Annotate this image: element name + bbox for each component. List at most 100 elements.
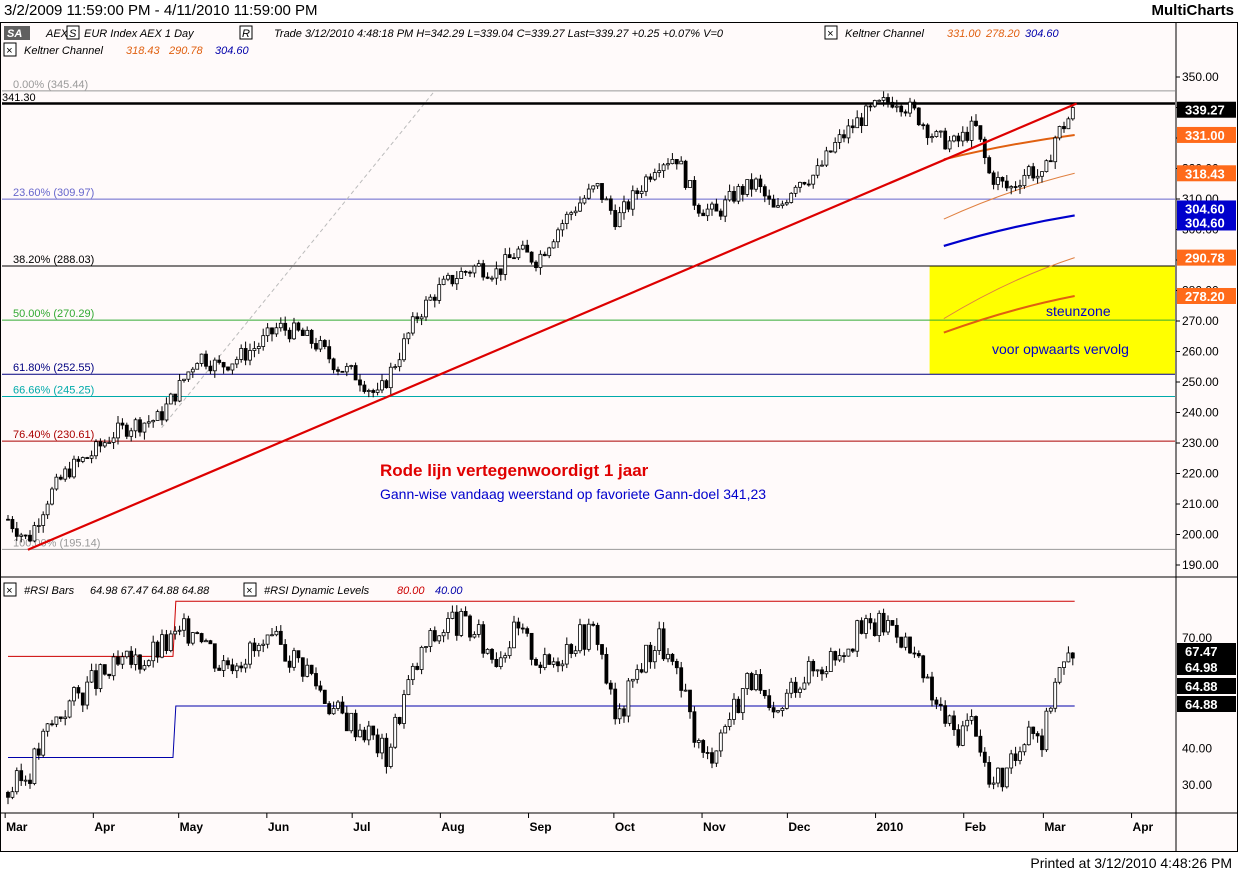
candle-body	[648, 176, 653, 180]
rsi-bar-body	[767, 695, 772, 709]
candle-body	[644, 176, 648, 192]
rsi-bar-body	[727, 719, 732, 727]
candle-body	[1026, 166, 1031, 176]
month-label: Nov	[703, 820, 726, 834]
title-bar: 3/2/2009 11:59:00 PM - 4/11/2010 11:59:0…	[0, 0, 1240, 22]
candle-body	[652, 172, 657, 180]
rsi-bar-body	[424, 646, 428, 648]
date-range: 3/2/2009 11:59:00 PM - 4/11/2010 11:59:0…	[4, 2, 318, 19]
candle-body	[212, 359, 217, 372]
rsi-bar-body	[793, 681, 798, 693]
rsi-bar-body	[344, 712, 349, 732]
candle-body	[195, 363, 200, 370]
candle-body	[622, 201, 626, 214]
rsi-bar-body	[710, 752, 714, 764]
s-button[interactable]	[66, 25, 80, 40]
rsi-bar-body	[80, 692, 85, 706]
candle-body	[204, 353, 208, 367]
rsi-bar-body	[1044, 710, 1049, 751]
rsi-bar-body	[322, 689, 327, 704]
month-label: Mar	[1044, 820, 1066, 834]
candle-body	[1040, 171, 1044, 177]
keltner2-name: Keltner Channel	[24, 45, 103, 57]
candle-body	[745, 179, 750, 195]
rsi-label-box	[1177, 678, 1236, 694]
rsi-bar-body	[688, 689, 692, 713]
candle-body	[815, 165, 820, 176]
rsi-bar-body	[212, 643, 217, 669]
candle-body	[1004, 180, 1009, 189]
candle-body	[446, 274, 450, 280]
rsi-bar-body	[586, 623, 591, 650]
rsi-dyn-close-icon[interactable]	[243, 582, 257, 597]
rsi-bars-close-icon[interactable]	[3, 582, 17, 597]
candle-body	[837, 134, 842, 143]
rsi-bar-body	[820, 669, 824, 675]
rsi-bar-body	[173, 630, 178, 635]
candle-body	[833, 142, 838, 153]
rsi-bar-body	[72, 687, 76, 702]
candle-body	[960, 131, 965, 142]
rsi-bar-body	[736, 698, 741, 714]
rsi-bar-body	[952, 715, 956, 731]
candle-body	[256, 346, 261, 349]
price-tick-label: 190.00	[1182, 558, 1219, 572]
keltner1-lower-line	[943, 295, 1075, 334]
candle-body	[287, 329, 292, 340]
candle-body	[674, 159, 679, 165]
rsi-bar-body	[525, 628, 530, 634]
rsi-bar-body	[991, 782, 996, 785]
rsi-bar-body	[230, 664, 235, 672]
candle-body	[516, 248, 521, 259]
candle-body	[322, 340, 327, 348]
r-button[interactable]	[239, 25, 253, 40]
rsi-tick-label: 70.00	[1182, 631, 1212, 645]
rsi-label-box	[1177, 643, 1236, 659]
rsi-bar-body	[842, 655, 846, 657]
one-year-trend-line	[27, 102, 1078, 551]
month-label: Dec	[788, 820, 810, 834]
rsi-bar-body	[806, 660, 811, 684]
rsi-bar-body	[613, 688, 618, 720]
rsi-bar-body	[573, 650, 578, 654]
rsi-bar-body	[595, 624, 600, 645]
fib-level-label: 38.20% (288.03)	[13, 254, 94, 266]
candle-body	[991, 172, 996, 185]
rsi-bar-body	[622, 708, 626, 717]
candle-body	[912, 101, 917, 109]
candle-body	[177, 380, 182, 402]
rsi-bar-body	[503, 655, 508, 659]
rsi-bar-body	[784, 692, 789, 709]
symbol-label: AEX	[45, 28, 69, 40]
price-tick-label: 260.00	[1182, 345, 1219, 359]
candle-body	[811, 174, 816, 185]
candle-body	[1048, 160, 1053, 163]
rsi-bar-body	[138, 654, 142, 670]
candle-body	[732, 190, 736, 202]
rsi-bar-body	[925, 676, 930, 679]
candle-body	[740, 186, 745, 195]
candle-body	[890, 101, 895, 108]
month-label: Feb	[965, 820, 986, 834]
rsi-bar-body	[58, 716, 63, 719]
rsi-bar-body	[415, 665, 420, 670]
rsi-bar-body	[551, 661, 556, 665]
candle-body	[327, 346, 332, 360]
candle-body	[534, 261, 538, 269]
printed-timestamp: Printed at 3/12/2010 4:48:26 PM	[1030, 855, 1232, 871]
candle-body	[666, 163, 670, 166]
sa-button[interactable]	[4, 26, 30, 40]
candle-body	[182, 378, 186, 381]
keltner2-close-icon[interactable]	[3, 42, 17, 57]
candle-body	[208, 365, 213, 372]
candle-body	[415, 316, 420, 320]
rsi-bar-body	[300, 657, 305, 677]
candle-body	[921, 124, 926, 127]
candle-body	[798, 181, 802, 188]
keltner1-close-icon[interactable]	[824, 25, 838, 40]
rsi-bar-body	[23, 779, 28, 782]
candle-body	[723, 199, 728, 217]
rsi-bar-body	[454, 611, 459, 636]
candle-body	[749, 179, 754, 190]
